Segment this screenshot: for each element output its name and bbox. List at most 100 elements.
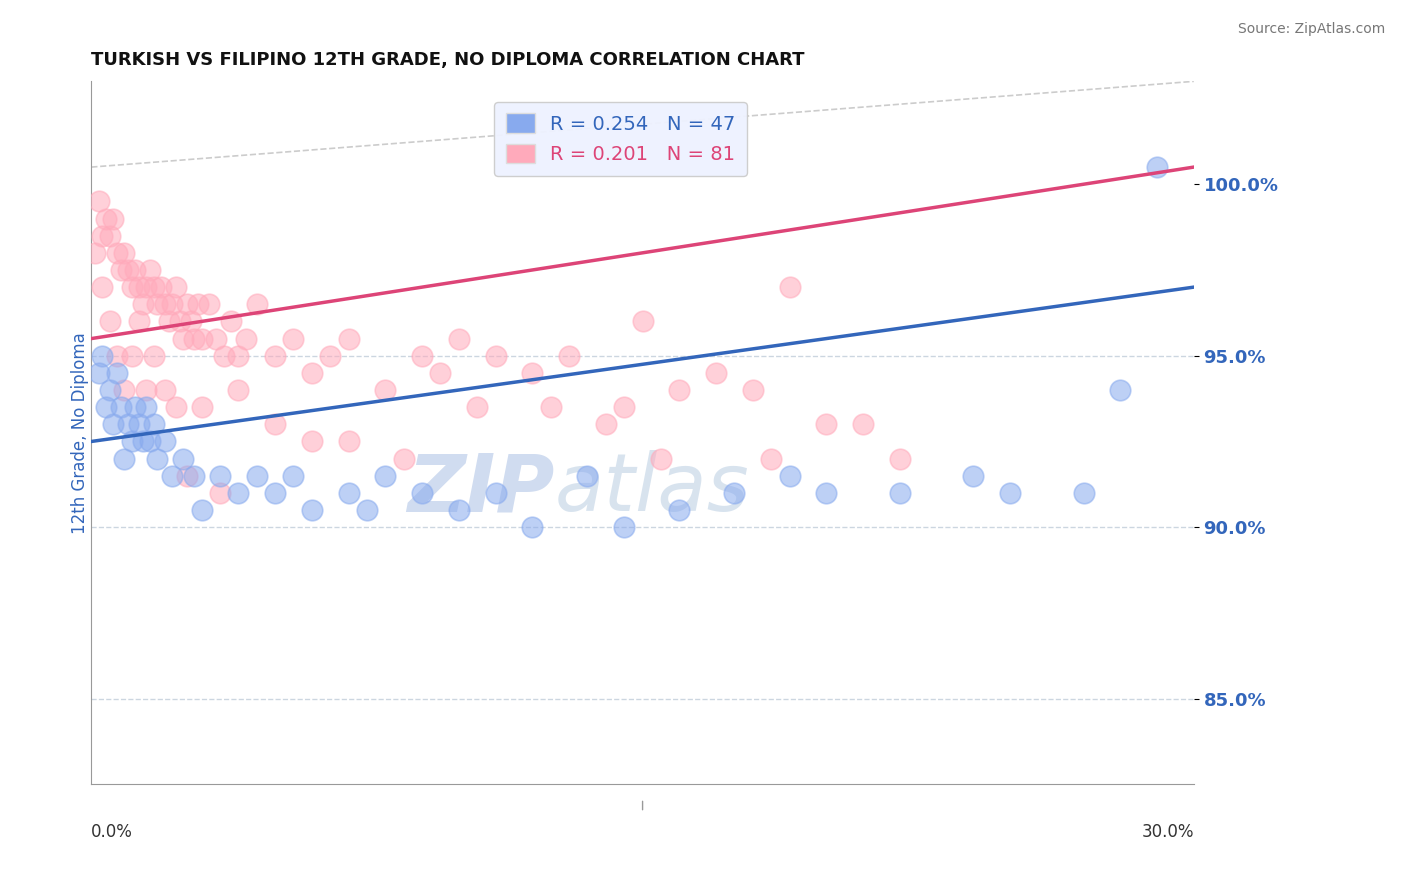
Y-axis label: 12th Grade, No Diploma: 12th Grade, No Diploma [72,332,89,533]
Point [84,245,107,260]
Point [172,332,194,346]
Point [98,228,121,243]
Point [117,263,139,277]
Point [319,349,342,363]
Point [337,332,360,346]
Text: TURKISH VS FILIPINO 12TH GRADE, NO DIPLOMA CORRELATION CHART: TURKISH VS FILIPINO 12TH GRADE, NO DIPLO… [91,51,804,69]
Point [160,468,183,483]
Point [228,349,250,363]
Point [815,486,838,500]
Point [613,520,636,534]
Point [815,417,838,432]
Point [208,486,231,500]
Point [264,417,287,432]
Point [704,366,727,380]
Point [176,468,198,483]
Point [283,468,305,483]
Point [198,297,221,311]
Point [146,297,169,311]
Legend: R = 0.254   N = 47, R = 0.201   N = 81: R = 0.254 N = 47, R = 0.201 N = 81 [494,102,747,176]
Point [153,434,176,449]
Point [132,297,155,311]
Text: atlas: atlas [554,450,749,528]
Point [484,349,506,363]
Point [176,297,198,311]
Point [668,383,690,397]
Point [183,332,205,346]
Point [150,280,173,294]
Point [264,486,287,500]
Point [117,417,139,432]
Point [447,503,470,517]
Point [301,503,323,517]
Point [172,451,194,466]
Point [142,349,165,363]
Point [301,434,323,449]
Point [356,503,378,517]
Point [1109,383,1132,397]
Point [103,417,125,432]
Point [157,314,180,328]
Point [246,297,269,311]
Point [374,383,396,397]
Point [135,383,157,397]
Point [219,314,242,328]
Point [94,400,117,414]
Point [187,297,209,311]
Point [98,383,121,397]
Point [124,400,146,414]
Point [741,383,763,397]
Point [190,503,212,517]
Point [121,434,143,449]
Point [135,400,157,414]
Point [87,366,110,380]
Point [779,468,801,483]
Point [105,245,128,260]
Point [153,383,176,397]
Point [392,451,415,466]
Text: Source: ZipAtlas.com: Source: ZipAtlas.com [1237,22,1385,37]
Point [576,468,599,483]
Point [160,297,183,311]
Point [465,400,488,414]
Point [1073,486,1095,500]
Point [779,280,801,294]
Point [429,366,451,380]
Point [190,400,212,414]
Point [183,468,205,483]
Text: ZIP: ZIP [406,450,554,528]
Point [132,434,155,449]
Point [91,349,114,363]
Point [205,332,228,346]
Point [212,349,235,363]
Point [124,263,146,277]
Point [142,280,165,294]
Point [761,451,783,466]
Point [668,503,690,517]
Point [121,349,143,363]
Point [135,280,157,294]
Point [128,314,150,328]
Point [558,349,581,363]
Point [121,280,143,294]
Point [190,332,212,346]
Point [246,468,269,483]
Point [98,314,121,328]
Point [112,383,135,397]
Point [723,486,745,500]
Point [103,211,125,226]
Point [142,417,165,432]
Point [998,486,1021,500]
Point [110,400,132,414]
Point [411,349,433,363]
Point [165,280,187,294]
Point [105,349,128,363]
Point [153,297,176,311]
Point [128,417,150,432]
Point [613,400,636,414]
Point [128,280,150,294]
Point [165,400,187,414]
Point [110,263,132,277]
Point [852,417,875,432]
Point [447,332,470,346]
